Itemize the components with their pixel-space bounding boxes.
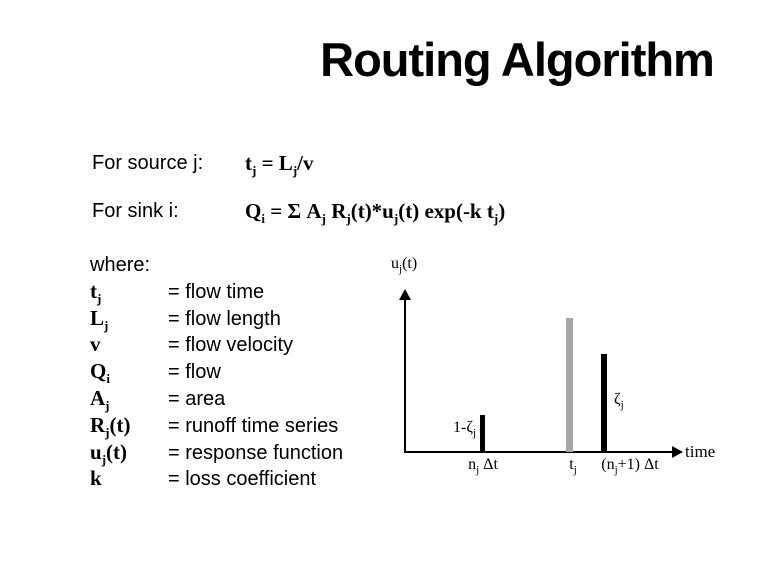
equation-source-label: For source j: bbox=[92, 152, 204, 174]
y-axis-label: uj(t) bbox=[391, 255, 418, 276]
where-heading: where: bbox=[90, 254, 151, 276]
definition-row: Lj = flow length bbox=[90, 306, 343, 333]
definition-row: k = loss coefficient bbox=[90, 466, 343, 493]
bar-annotation-pre-fraction: 1-ζj bbox=[452, 419, 476, 440]
symbol: Aj bbox=[90, 385, 110, 414]
x-axis bbox=[404, 451, 673, 453]
definition-row: uj(t) = response function bbox=[90, 440, 343, 467]
equation-sink-label: For sink i: bbox=[92, 200, 179, 222]
slide-title: Routing Algorithm bbox=[320, 33, 715, 86]
tick-label: tj bbox=[569, 456, 577, 477]
formula-sink: Qi = Σ Aj Rj(t)*uj(t) exp(-k tj) bbox=[245, 199, 506, 227]
definition: = flow length bbox=[168, 307, 281, 330]
bar-flow-time bbox=[566, 318, 573, 452]
y-axis-arrow-icon bbox=[399, 289, 411, 300]
formula-source: tj = Lj/v bbox=[245, 151, 314, 179]
symbol: k bbox=[90, 466, 102, 491]
definition-row: Aj = area bbox=[90, 386, 343, 413]
tick-label: (nj+1) Δt bbox=[601, 456, 659, 477]
definition-row: Rj(t) = runoff time series bbox=[90, 413, 343, 440]
definition: = runoff time series bbox=[168, 414, 339, 437]
symbol: Rj(t) bbox=[90, 412, 131, 440]
response-function-diagram: uj(t) time 1-ζj ζj nj Δt tj (nj+1) Δt bbox=[380, 250, 768, 490]
definition: = loss coefficient bbox=[168, 468, 317, 491]
definition: = flow velocity bbox=[168, 334, 294, 357]
definition-row: v = flow velocity bbox=[90, 332, 343, 359]
definition: = area bbox=[168, 387, 226, 410]
y-axis bbox=[404, 299, 406, 453]
symbol: tj bbox=[90, 278, 102, 306]
equation-source-row: For source j: tj = Lj/v bbox=[92, 151, 592, 179]
where-block: where: tj = flow time Lj = flow length v = … bbox=[90, 253, 343, 493]
symbol: uj(t) bbox=[90, 439, 128, 467]
symbol: Qi bbox=[90, 359, 110, 387]
definition: = flow bbox=[168, 361, 221, 384]
tick-label: nj Δt bbox=[468, 456, 498, 477]
bar-pre-fraction bbox=[480, 415, 485, 452]
definition: = flow time bbox=[168, 280, 265, 303]
x-axis-label: time bbox=[685, 442, 716, 461]
symbol: Lj bbox=[90, 305, 109, 333]
equation-sink-row: For sink i: Qi = Σ Aj Rj(t)*uj(t) exp(-k… bbox=[92, 199, 592, 227]
definition: = response function bbox=[168, 441, 344, 464]
definition-row: Qi = flow bbox=[90, 359, 343, 386]
symbol: v bbox=[90, 332, 101, 357]
bar-post-fraction bbox=[601, 354, 607, 452]
definition-row: tj = flow time bbox=[90, 279, 343, 306]
bar-annotation-post-fraction: ζj bbox=[614, 391, 624, 412]
x-axis-arrow-icon bbox=[672, 446, 683, 458]
